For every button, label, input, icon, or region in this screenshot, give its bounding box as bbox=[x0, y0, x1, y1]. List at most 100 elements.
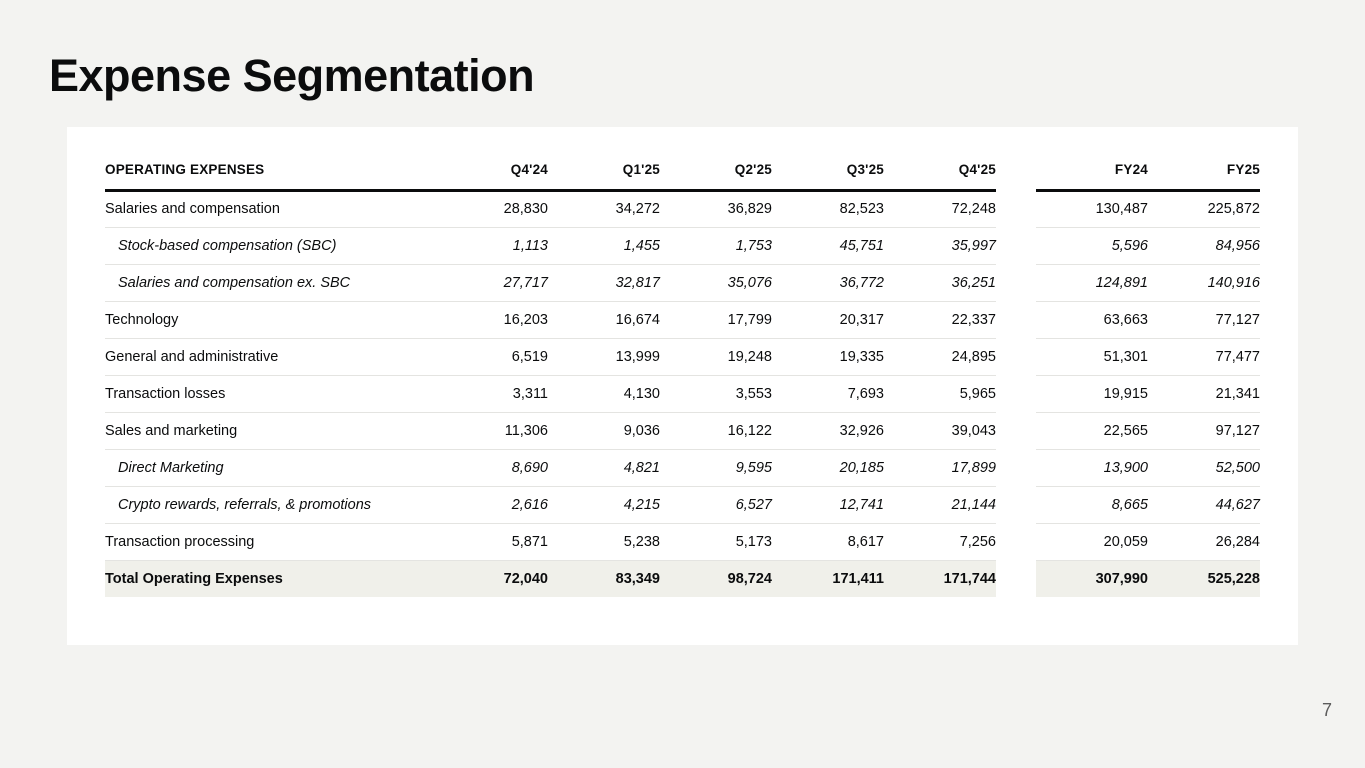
cell-fy25: 52,500 bbox=[1148, 449, 1260, 487]
cell-fy24: 8,665 bbox=[1036, 486, 1148, 524]
cell-q2-25: 5,173 bbox=[660, 523, 772, 561]
cell-q1-25: 83,349 bbox=[548, 560, 660, 597]
row-label: Stock-based compensation (SBC) bbox=[105, 227, 436, 265]
cell-q4-25: 24,895 bbox=[884, 338, 996, 376]
row-label: Technology bbox=[105, 301, 436, 339]
col-header-q3-25: Q3'25 bbox=[772, 150, 884, 192]
table-row: Sales and marketing 11,306 9,036 16,122 … bbox=[105, 412, 1260, 450]
cell-q3-25: 7,693 bbox=[772, 375, 884, 413]
column-group-gap bbox=[996, 449, 1036, 486]
col-header-operating-expenses: OPERATING EXPENSES bbox=[105, 150, 436, 192]
cell-fy25: 21,341 bbox=[1148, 375, 1260, 413]
cell-fy25: 525,228 bbox=[1148, 560, 1260, 597]
cell-q3-25: 20,185 bbox=[772, 449, 884, 487]
cell-q2-25: 35,076 bbox=[660, 264, 772, 302]
cell-q2-25: 1,753 bbox=[660, 227, 772, 265]
cell-q4-24: 27,717 bbox=[436, 264, 548, 302]
row-label: Salaries and compensation ex. SBC bbox=[105, 264, 436, 302]
cell-q2-25: 6,527 bbox=[660, 486, 772, 524]
cell-fy25: 77,127 bbox=[1148, 301, 1260, 339]
cell-q4-24: 2,616 bbox=[436, 486, 548, 524]
table-header-row: OPERATING EXPENSES Q4'24 Q1'25 Q2'25 Q3'… bbox=[105, 150, 1260, 192]
table-row: Salaries and compensation 28,830 34,272 … bbox=[105, 190, 1260, 228]
column-group-gap bbox=[996, 227, 1036, 264]
cell-q4-24: 11,306 bbox=[436, 412, 548, 450]
cell-q2-25: 17,799 bbox=[660, 301, 772, 339]
cell-q4-25: 5,965 bbox=[884, 375, 996, 413]
table-row: General and administrative 6,519 13,999 … bbox=[105, 338, 1260, 376]
cell-q2-25: 19,248 bbox=[660, 338, 772, 376]
cell-q2-25: 3,553 bbox=[660, 375, 772, 413]
cell-q4-24: 5,871 bbox=[436, 523, 548, 561]
cell-q1-25: 32,817 bbox=[548, 264, 660, 302]
cell-q3-25: 82,523 bbox=[772, 190, 884, 228]
row-label: Total Operating Expenses bbox=[105, 560, 436, 597]
row-label: Transaction processing bbox=[105, 523, 436, 561]
cell-fy25: 225,872 bbox=[1148, 190, 1260, 228]
cell-fy24: 13,900 bbox=[1036, 449, 1148, 487]
cell-fy24: 20,059 bbox=[1036, 523, 1148, 561]
column-group-gap bbox=[996, 301, 1036, 338]
cell-fy24: 19,915 bbox=[1036, 375, 1148, 413]
cell-q3-25: 8,617 bbox=[772, 523, 884, 561]
cell-q2-25: 98,724 bbox=[660, 560, 772, 597]
cell-fy25: 26,284 bbox=[1148, 523, 1260, 561]
col-header-fy24: FY24 bbox=[1036, 150, 1148, 192]
cell-q1-25: 1,455 bbox=[548, 227, 660, 265]
cell-q4-25: 22,337 bbox=[884, 301, 996, 339]
cell-fy24: 22,565 bbox=[1036, 412, 1148, 450]
cell-fy24: 5,596 bbox=[1036, 227, 1148, 265]
column-group-gap bbox=[996, 486, 1036, 523]
column-group-gap bbox=[996, 523, 1036, 560]
column-group-gap bbox=[996, 190, 1036, 227]
cell-q3-25: 20,317 bbox=[772, 301, 884, 339]
cell-q3-25: 36,772 bbox=[772, 264, 884, 302]
column-group-gap bbox=[996, 560, 1036, 597]
table-row: Transaction losses 3,311 4,130 3,553 7,6… bbox=[105, 375, 1260, 413]
cell-q1-25: 4,130 bbox=[548, 375, 660, 413]
cell-q4-25: 39,043 bbox=[884, 412, 996, 450]
cell-q1-25: 34,272 bbox=[548, 190, 660, 228]
cell-q4-24: 72,040 bbox=[436, 560, 548, 597]
row-label: Sales and marketing bbox=[105, 412, 436, 450]
cell-fy25: 84,956 bbox=[1148, 227, 1260, 265]
table-row: Stock-based compensation (SBC) 1,113 1,4… bbox=[105, 227, 1260, 265]
cell-q4-24: 1,113 bbox=[436, 227, 548, 265]
row-label: Direct Marketing bbox=[105, 449, 436, 487]
cell-q4-24: 3,311 bbox=[436, 375, 548, 413]
table-row: Salaries and compensation ex. SBC 27,717… bbox=[105, 264, 1260, 302]
table-row: Total Operating Expenses 72,040 83,349 9… bbox=[105, 560, 1260, 597]
cell-q3-25: 45,751 bbox=[772, 227, 884, 265]
cell-q4-25: 17,899 bbox=[884, 449, 996, 487]
row-label: General and administrative bbox=[105, 338, 436, 376]
column-group-gap bbox=[996, 338, 1036, 375]
column-group-gap bbox=[996, 375, 1036, 412]
cell-fy25: 44,627 bbox=[1148, 486, 1260, 524]
cell-q1-25: 4,821 bbox=[548, 449, 660, 487]
cell-q4-25: 36,251 bbox=[884, 264, 996, 302]
cell-q4-24: 8,690 bbox=[436, 449, 548, 487]
col-header-q4-24: Q4'24 bbox=[436, 150, 548, 192]
cell-fy25: 97,127 bbox=[1148, 412, 1260, 450]
table-row: Crypto rewards, referrals, & promotions … bbox=[105, 486, 1260, 524]
column-group-gap bbox=[996, 264, 1036, 301]
cell-q4-25: 21,144 bbox=[884, 486, 996, 524]
cell-q4-24: 6,519 bbox=[436, 338, 548, 376]
cell-q3-25: 19,335 bbox=[772, 338, 884, 376]
cell-q1-25: 9,036 bbox=[548, 412, 660, 450]
page-number: 7 bbox=[1321, 700, 1332, 720]
column-group-gap bbox=[996, 412, 1036, 449]
col-header-q4-25: Q4'25 bbox=[884, 150, 996, 192]
page-title: Expense Segmentation bbox=[49, 50, 535, 101]
row-label: Transaction losses bbox=[105, 375, 436, 413]
cell-q2-25: 16,122 bbox=[660, 412, 772, 450]
cell-q1-25: 16,674 bbox=[548, 301, 660, 339]
table-card: OPERATING EXPENSES Q4'24 Q1'25 Q2'25 Q3'… bbox=[67, 127, 1298, 645]
cell-q1-25: 5,238 bbox=[548, 523, 660, 561]
cell-q3-25: 12,741 bbox=[772, 486, 884, 524]
cell-fy24: 130,487 bbox=[1036, 190, 1148, 228]
cell-q2-25: 36,829 bbox=[660, 190, 772, 228]
table-row: Transaction processing 5,871 5,238 5,173… bbox=[105, 523, 1260, 561]
row-label: Salaries and compensation bbox=[105, 190, 436, 228]
